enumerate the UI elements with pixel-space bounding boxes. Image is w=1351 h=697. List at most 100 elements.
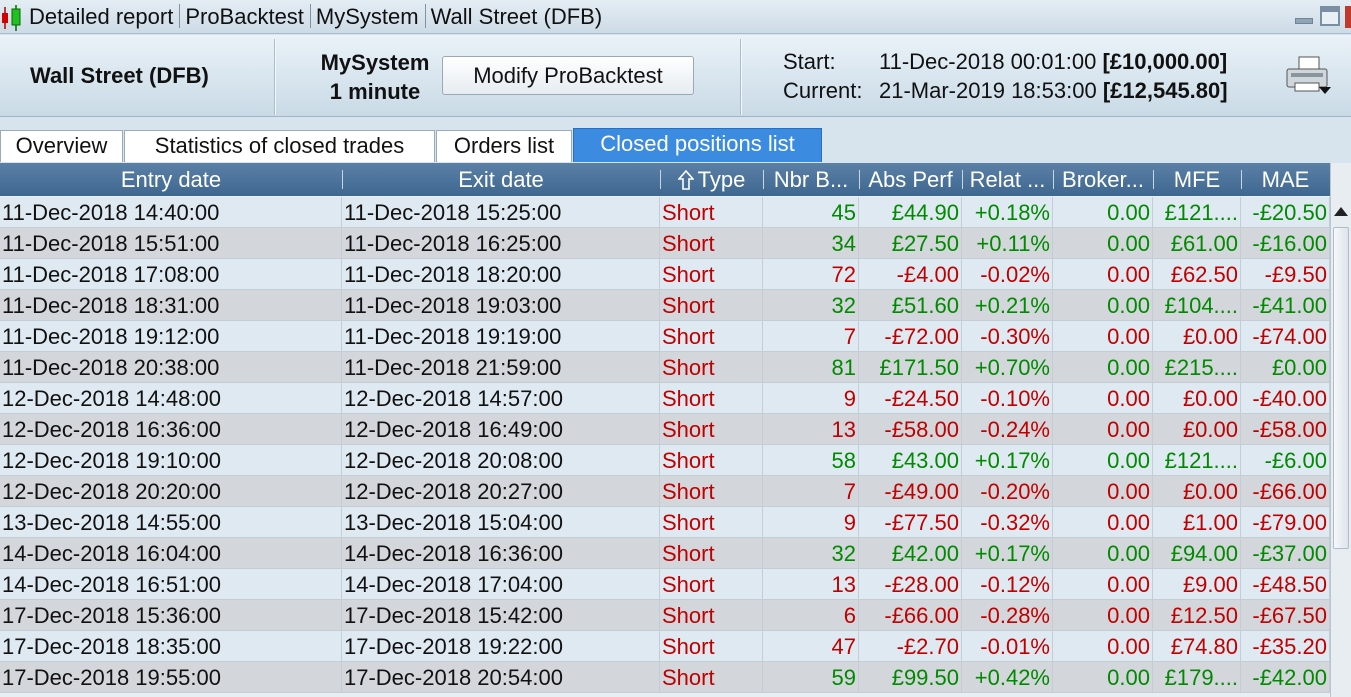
cell-rel: -0.10%	[962, 383, 1053, 414]
cell-type: Short	[660, 569, 763, 600]
column-header-type[interactable]: Type	[660, 163, 763, 196]
sort-up-icon	[676, 169, 695, 190]
close-button[interactable]	[1345, 6, 1351, 28]
tab-overview[interactable]: Overview	[0, 130, 123, 162]
cell-rel: -0.20%	[962, 476, 1053, 507]
column-label-mfe: MFE	[1173, 167, 1221, 192]
vertical-scrollbar[interactable]	[1330, 163, 1351, 697]
cell-abs: -£2.70	[859, 631, 962, 662]
column-header-relat-perf[interactable]: Relat ...	[962, 163, 1053, 196]
table-row[interactable]: 12-Dec-2018 14:48:00 12-Dec-2018 14:57:00…	[0, 383, 1330, 414]
cell-abs: -£58.00	[859, 414, 962, 445]
scrollbar-thumb[interactable]	[1333, 227, 1349, 549]
cell-rel: +0.18%	[962, 197, 1053, 228]
cell-mfe: £0.00	[1153, 321, 1241, 352]
cell-abs: £43.00	[859, 445, 962, 476]
cell-broker: 0.00	[1053, 600, 1153, 631]
cell-broker: 0.00	[1053, 228, 1153, 259]
cell-entry: 17-Dec-2018 18:35:00	[0, 631, 342, 662]
cell-type: Short	[660, 197, 763, 228]
maximize-button[interactable]	[1320, 6, 1340, 26]
report-tabs: Overview Statistics of closed trades Ord…	[0, 118, 1351, 163]
column-header-entry-date[interactable]: Entry date	[120, 167, 222, 192]
cell-abs: -£4.00	[859, 259, 962, 290]
table-row[interactable]: 11-Dec-2018 15:51:00 11-Dec-2018 16:25:00…	[0, 228, 1330, 259]
current-info: Current: 21-Mar-2019 18:53:00 [£12,545.80…	[783, 78, 1228, 104]
table-row[interactable]: 14-Dec-2018 16:04:00 14-Dec-2018 16:36:00…	[0, 538, 1330, 569]
cell-rel: -0.01%	[962, 631, 1053, 662]
cell-abs: -£28.00	[859, 569, 962, 600]
cell-mfe: £61.00	[1153, 228, 1241, 259]
table-row[interactable]: 11-Dec-2018 14:40:00 11-Dec-2018 15:25:00…	[0, 197, 1330, 228]
scroll-up-icon[interactable]	[1334, 207, 1348, 216]
cell-type: Short	[660, 538, 763, 569]
table-row[interactable]: 11-Dec-2018 20:38:00 11-Dec-2018 21:59:00…	[0, 352, 1330, 383]
cell-mae: -£58.00	[1241, 414, 1330, 445]
cell-mfe: £12.50	[1153, 600, 1241, 631]
table-row[interactable]: 14-Dec-2018 16:51:00 14-Dec-2018 17:04:00…	[0, 569, 1330, 600]
cell-exit: 11-Dec-2018 15:25:00	[342, 197, 660, 228]
table-row[interactable]: 11-Dec-2018 19:12:00 11-Dec-2018 19:19:00…	[0, 321, 1330, 352]
table-row[interactable]: 17-Dec-2018 18:35:00 17-Dec-2018 19:22:00…	[0, 631, 1330, 662]
cell-exit: 11-Dec-2018 16:25:00	[342, 228, 660, 259]
column-header-exit-date[interactable]: Exit date	[342, 163, 660, 196]
title-part-system: MySystem	[315, 4, 419, 29]
cell-mfe: £74.80	[1153, 631, 1241, 662]
printer-icon[interactable]	[1285, 55, 1333, 97]
cell-mae: -£6.00	[1241, 445, 1330, 476]
cell-broker: 0.00	[1053, 414, 1153, 445]
cell-nbr: 7	[763, 321, 859, 352]
cell-type: Short	[660, 228, 763, 259]
window-title: Detailed report ProBacktest MySystem Wall S…	[29, 4, 602, 30]
table-row[interactable]: 12-Dec-2018 19:10:00 12-Dec-2018 20:08:00…	[0, 445, 1330, 476]
cell-mae: -£79.00	[1241, 507, 1330, 538]
cell-rel: -0.02%	[962, 259, 1053, 290]
title-part-report: Detailed report	[29, 4, 174, 29]
table-row[interactable]: 17-Dec-2018 19:55:00 17-Dec-2018 20:54:00…	[0, 662, 1330, 693]
cell-mae: -£74.00	[1241, 321, 1330, 352]
cell-exit: 11-Dec-2018 19:03:00	[342, 290, 660, 321]
cell-nbr: 7	[763, 476, 859, 507]
report-header: Wall Street (DFB) MySystem 1 minute Modi…	[0, 35, 1351, 117]
cell-abs: £27.50	[859, 228, 962, 259]
cell-broker: 0.00	[1053, 538, 1153, 569]
table-row[interactable]: 17-Dec-2018 15:36:00 17-Dec-2018 15:42:00…	[0, 600, 1330, 631]
tab-closed-positions[interactable]: Closed positions list	[573, 128, 822, 162]
cell-exit: 17-Dec-2018 20:54:00	[342, 662, 660, 693]
column-header-abs-perf[interactable]: Abs Perf	[859, 163, 962, 196]
column-header-mfe[interactable]: MFE	[1153, 163, 1241, 196]
modify-probacktest-button[interactable]: Modify ProBacktest	[442, 56, 694, 95]
column-label-nbr-bars: Nbr B...	[773, 167, 849, 192]
cell-entry: 13-Dec-2018 14:55:00	[0, 507, 342, 538]
system-name: MySystem	[320, 50, 430, 75]
cell-mfe: £121....	[1153, 197, 1241, 228]
table-row[interactable]: 12-Dec-2018 16:36:00 12-Dec-2018 16:49:00…	[0, 414, 1330, 445]
table-row[interactable]: 11-Dec-2018 17:08:00 11-Dec-2018 18:20:00…	[0, 259, 1330, 290]
cell-exit: 12-Dec-2018 20:27:00	[342, 476, 660, 507]
tab-statistics[interactable]: Statistics of closed trades	[124, 130, 435, 162]
cell-entry: 17-Dec-2018 15:36:00	[0, 600, 342, 631]
start-label: Start:	[783, 49, 836, 74]
cell-mae: -£16.00	[1241, 228, 1330, 259]
cell-type: Short	[660, 352, 763, 383]
cell-mfe: £1.00	[1153, 507, 1241, 538]
cell-exit: 11-Dec-2018 19:19:00	[342, 321, 660, 352]
cell-type: Short	[660, 507, 763, 538]
table-row[interactable]: 11-Dec-2018 18:31:00 11-Dec-2018 19:03:00…	[0, 290, 1330, 321]
cell-mfe: £215....	[1153, 352, 1241, 383]
column-header-broker[interactable]: Broker...	[1053, 163, 1153, 196]
cell-abs: -£49.00	[859, 476, 962, 507]
minimize-button[interactable]	[1293, 8, 1313, 26]
cell-mae: £0.00	[1241, 352, 1330, 383]
cell-entry: 12-Dec-2018 14:48:00	[0, 383, 342, 414]
cell-exit: 13-Dec-2018 15:04:00	[342, 507, 660, 538]
cell-abs: £44.90	[859, 197, 962, 228]
table-row[interactable]: 13-Dec-2018 14:55:00 13-Dec-2018 15:04:00…	[0, 507, 1330, 538]
cell-broker: 0.00	[1053, 321, 1153, 352]
cell-mae: -£42.00	[1241, 662, 1330, 693]
cell-nbr: 45	[763, 197, 859, 228]
column-header-mae[interactable]: MAE	[1241, 163, 1330, 196]
column-header-nbr-bars[interactable]: Nbr B...	[763, 163, 859, 196]
table-row[interactable]: 12-Dec-2018 20:20:00 12-Dec-2018 20:27:00…	[0, 476, 1330, 507]
tab-orders-list[interactable]: Orders list	[436, 130, 572, 162]
